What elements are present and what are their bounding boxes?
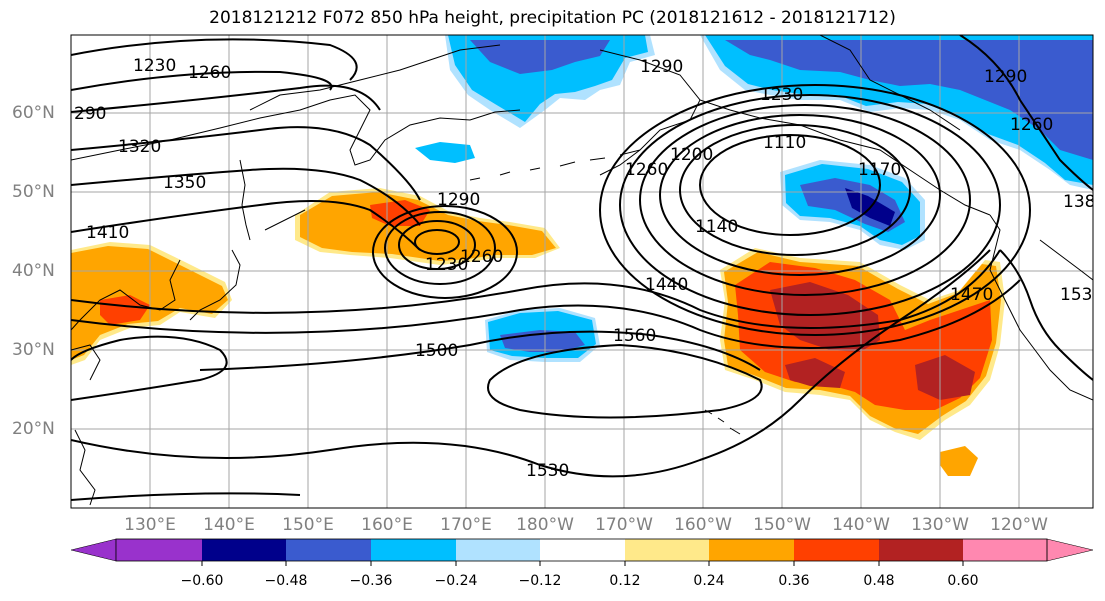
contour-label: 1260 [625,160,668,180]
colorbar-tick-label: 0.24 [693,573,725,589]
lon-label-140e: 140°E [203,515,255,535]
lon-label-130w: 130°W [911,515,969,535]
lon-label-140w: 140°W [832,515,890,535]
contour-label: 1230 [133,56,176,76]
lon-label-150w: 150°W [753,515,811,535]
map-title: 2018121212 F072 850 hPa height, precipit… [209,8,896,28]
contour-label: 1110 [763,133,806,153]
colorbar-segment [625,539,709,561]
map-frame [70,34,1094,509]
contour-label: 1290 [437,190,480,210]
colorbar-segment [116,539,202,561]
contour-label: 1410 [86,223,129,243]
colorbar-tick-label: −0.12 [518,573,562,589]
contour-label: 1380 [1063,192,1105,212]
contour-label: 1530 [1060,285,1103,305]
colorbar-tick-label: 0.36 [778,573,810,589]
lon-label-170w: 170°W [595,515,653,535]
contour-label: 1260 [188,63,231,83]
height-contours [71,35,1093,501]
contour-label: 1170 [858,160,901,180]
contour-label: 1500 [415,341,458,361]
contour-label: 1260 [460,247,503,267]
colorbar-segment [963,539,1047,561]
contour-label: 1560 [613,326,656,346]
contour-label: 1530 [526,461,569,481]
lat-label-30n: 30°N [12,340,55,360]
colorbar-tick-label: 0.48 [863,573,895,589]
contour-label: 1140 [695,217,738,237]
contour-label: 1200 [670,145,713,165]
contour-labels: 1230 1260 290 1320 1350 1410 1290 1260 1… [74,56,1105,481]
contour-label: 1470 [950,285,993,305]
graticule [71,35,1093,508]
contour-label: 1230 [760,85,803,105]
contour-label: 290 [74,104,106,124]
contour-label: 1440 [645,275,688,295]
lon-label-170e: 170°E [440,515,492,535]
lon-label-130e: 130°E [124,515,176,535]
lat-label-20n: 20°N [12,419,55,439]
contour-label: 1290 [640,57,683,77]
colorbar-tick-label: −0.36 [349,573,393,589]
colorbar-segment [371,539,456,561]
contour-label: 1230 [425,255,468,275]
colorbar-segment [540,539,625,561]
lon-label-160w: 160°W [674,515,732,535]
contour-label: 1260 [1010,115,1053,135]
contour-label: 1350 [163,173,206,193]
colorbar-segment [456,539,540,561]
colorbar-segment [709,539,794,561]
coastlines [71,35,1093,506]
colorbar-tick-label: 0.60 [947,573,979,589]
colorbar-tick-label: 0.12 [609,573,641,589]
contour-label: 1290 [984,67,1027,87]
lon-label-150e: 150°E [282,515,334,535]
lon-label-180w: 180°W [516,515,574,535]
contour-label: 1320 [118,137,161,157]
positive-precip-shading [71,188,1005,476]
colorbar [70,538,1094,566]
lon-label-120w: 120°W [990,515,1048,535]
colorbar-tick-label: −0.24 [434,573,478,589]
lat-label-60n: 60°N [12,103,55,123]
colorbar-extend-low [70,538,117,562]
colorbar-tick-label: −0.60 [180,573,224,589]
colorbar-segment [879,539,963,561]
lat-label-50n: 50°N [12,182,55,202]
colorbar-segment [286,539,371,561]
colorbar-segment [794,539,879,561]
lat-label-40n: 40°N [12,261,55,281]
lon-label-160e: 160°E [361,515,413,535]
colorbar-segment [202,539,286,561]
colorbar-extend-high [1046,538,1094,562]
colorbar-tick-label: −0.48 [264,573,308,589]
